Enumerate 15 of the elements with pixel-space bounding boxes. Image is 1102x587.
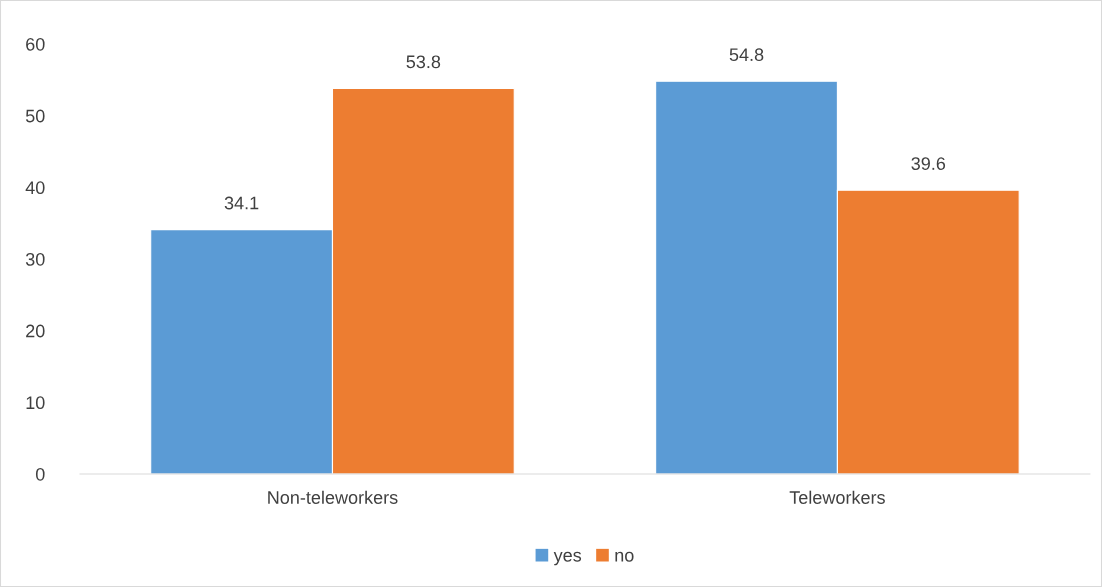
legend-label: no	[615, 551, 634, 562]
x-tick-label: Non-teleworkers	[268, 490, 398, 504]
y-tick-label: 60	[26, 37, 45, 51]
y-tick-label: 10	[26, 396, 45, 410]
y-tick-label: 40	[25, 181, 45, 195]
legend-label: yes	[553, 551, 582, 566]
data-label: 54.8	[729, 48, 764, 62]
y-tick-label: 50	[25, 109, 45, 123]
y-tick-label: 0	[35, 467, 45, 481]
y-tick-label: 30	[25, 252, 45, 266]
y-tick-label: 20	[26, 324, 45, 338]
x-tick-label: Teleworkers	[789, 490, 885, 504]
data-label: 39.6	[911, 157, 946, 170]
data-label: 34.1	[224, 196, 259, 210]
data-label: 53.8	[406, 55, 441, 69]
